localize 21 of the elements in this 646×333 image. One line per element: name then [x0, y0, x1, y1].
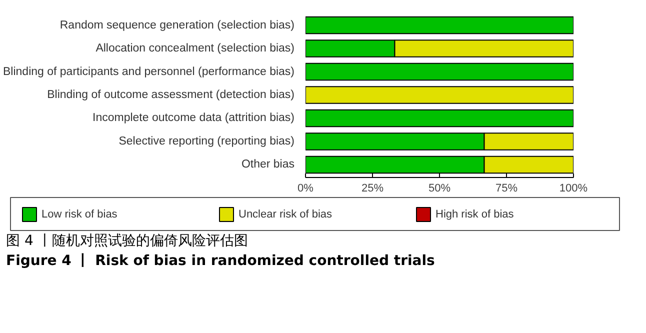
caption: Figure 4 丨 Risk of bias in randomized controlled trials — [6, 252, 435, 271]
y-tick-label: Random sequence generation (selection bias) — [60, 19, 295, 32]
y-tick-label: Other bias — [241, 158, 295, 171]
bar — [306, 62, 574, 81]
y-tick-label: Blinding of participants and personnel (performance bias) — [3, 66, 295, 78]
bar — [306, 86, 574, 104]
y-tick-label: Selective reporting (reporting bias) — [118, 135, 295, 148]
x-tick-label: 100% — [559, 182, 588, 194]
y-tick-label: Incomplete outcome data (attrition bias) — [92, 112, 295, 124]
y-tick-label: Allocation concealment (selection bias) — [96, 42, 295, 55]
legend-label: Unclear risk of bias — [238, 208, 333, 220]
legend-label: High risk of bias — [436, 208, 514, 220]
legend-label: Low risk of bias — [42, 208, 118, 220]
x-tick-label: 50% — [428, 182, 451, 194]
caption: 图 4 丨随机对照试验的偏倚风险评估图 — [6, 232, 249, 251]
y-tick-label: Blinding of outcome assessment (detection bias) — [47, 89, 295, 101]
x-tick-label: 25% — [361, 182, 384, 194]
bar — [306, 16, 574, 34]
bar — [306, 109, 574, 128]
x-tick-label: 75% — [495, 182, 518, 194]
x-tick-label: 0% — [298, 182, 314, 194]
